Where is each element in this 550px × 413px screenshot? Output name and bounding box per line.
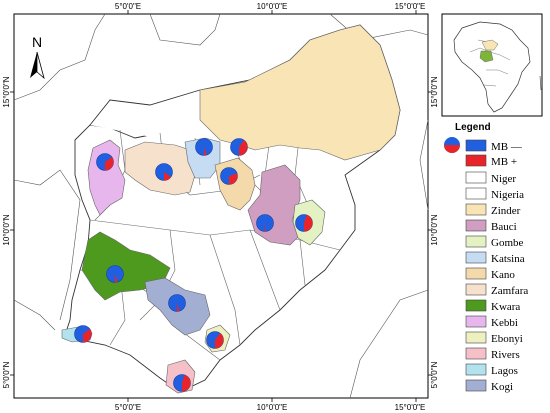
legend-area-swatch — [465, 235, 487, 248]
right-tick-label: 10°0'0"N — [430, 214, 439, 245]
site-positive-slice — [182, 374, 191, 392]
site-marker-zamfara-site — [155, 163, 173, 181]
site-positive-slice — [229, 173, 238, 185]
site-positive-slice — [105, 157, 114, 171]
left-tick-label: 10°0'0"N — [2, 214, 11, 245]
legend-marker-swatch — [465, 154, 487, 167]
legend-area-swatch — [465, 379, 487, 392]
inset-africa — [453, 21, 531, 113]
sample-sites — [74, 138, 313, 392]
legend-area-label: Kano — [491, 269, 515, 281]
legend-area-swatch — [465, 283, 487, 296]
inset-map — [441, 13, 543, 117]
legend-area-label: Kwara — [491, 301, 520, 313]
site-marker-ebonyi-site — [206, 331, 224, 349]
legend-area-swatch — [465, 347, 487, 360]
bottom-tick-label: 10°0'0"E — [257, 403, 288, 412]
legend-area-label: Niger — [491, 173, 516, 185]
legend-area-swatch — [465, 299, 487, 312]
legend-area-label: Zinder — [491, 205, 521, 217]
legend-area-label: Rivers — [491, 349, 520, 361]
legend-marker-label: MB — — [491, 141, 523, 153]
site-positive-slice — [304, 214, 313, 232]
site-positive-slice — [265, 223, 267, 232]
site-positive-slice — [204, 147, 207, 156]
legend-title: Legend — [455, 122, 491, 133]
legend-area-swatch — [465, 331, 487, 344]
site-marker-katsina-site — [195, 138, 213, 156]
legend-area-label: Bauci — [491, 221, 517, 233]
site-positive-slice — [115, 274, 118, 283]
legend-area-label: Lagos — [491, 365, 518, 377]
legend-area-label: Katsina — [491, 253, 525, 265]
right-tick-label: 15°0'0"N — [430, 76, 439, 107]
legend-area-swatch — [465, 219, 487, 232]
left-tick-label: 15°0'0"N — [2, 76, 11, 107]
north-arrow-label: N — [32, 34, 42, 50]
site-marker-rivers-site — [173, 374, 191, 392]
site-positive-slice — [177, 303, 180, 312]
legend-area-swatch — [465, 251, 487, 264]
site-positive-slice — [164, 172, 171, 181]
neighbour-borders — [13, 13, 429, 399]
legend-area-swatch — [465, 363, 487, 376]
top-tick-label: 15°0'0"E — [395, 2, 426, 11]
legend-area-label: Zamfara — [491, 285, 528, 297]
site-marker-bauci-site — [256, 214, 274, 232]
site-positive-slice — [239, 140, 248, 156]
north-arrow: N — [30, 34, 45, 80]
site-marker-kebbi-site — [96, 153, 114, 171]
legend-area-swatch — [465, 315, 487, 328]
site-positive-slice — [215, 333, 224, 349]
bottom-tick-label: 5°0'0"E — [115, 403, 141, 412]
legend-area-swatch — [465, 203, 487, 216]
legend-area-label: Kogi — [491, 381, 513, 393]
site-marker-zinder-site — [230, 138, 248, 156]
top-tick-label: 5°0'0"E — [115, 2, 141, 11]
legend: Legend MB — MB + Niger Nigeria Zinder Bauci G… — [444, 122, 528, 393]
legend-marker-swatch — [465, 139, 487, 152]
legend-area-swatch — [465, 187, 487, 200]
legend-area-label: Kebbi — [491, 317, 518, 329]
site-marker-lagos-site — [74, 325, 92, 343]
axis-ticks — [10, 10, 432, 402]
legend-area-label: Nigeria — [491, 189, 524, 201]
bottom-tick-label: 15°0'0"E — [395, 403, 426, 412]
site-positive-slice — [83, 329, 92, 343]
site-marker-gombe-site — [295, 214, 313, 232]
legend-area-swatch — [465, 267, 487, 280]
legend-area-label: Gombe — [491, 237, 524, 249]
site-marker-kwara-site — [106, 265, 124, 283]
legend-pie-symbol — [444, 137, 460, 153]
zinder-region — [199, 24, 401, 161]
main-map-frame — [13, 13, 429, 399]
legend-area-label: Ebonyi — [491, 333, 523, 345]
legend-area-swatch — [465, 171, 487, 184]
left-tick-label: 5°0'0"N — [2, 361, 11, 388]
inset-nigeria — [479, 50, 494, 63]
site-marker-kogi-site — [168, 294, 186, 312]
legend-marker-label: MB + — [491, 156, 517, 168]
inset-niger — [481, 39, 499, 51]
site-marker-kano-site — [220, 167, 238, 185]
top-tick-label: 10°0'0"E — [257, 2, 288, 11]
right-tick-label: 5°0'0"N — [430, 361, 439, 388]
